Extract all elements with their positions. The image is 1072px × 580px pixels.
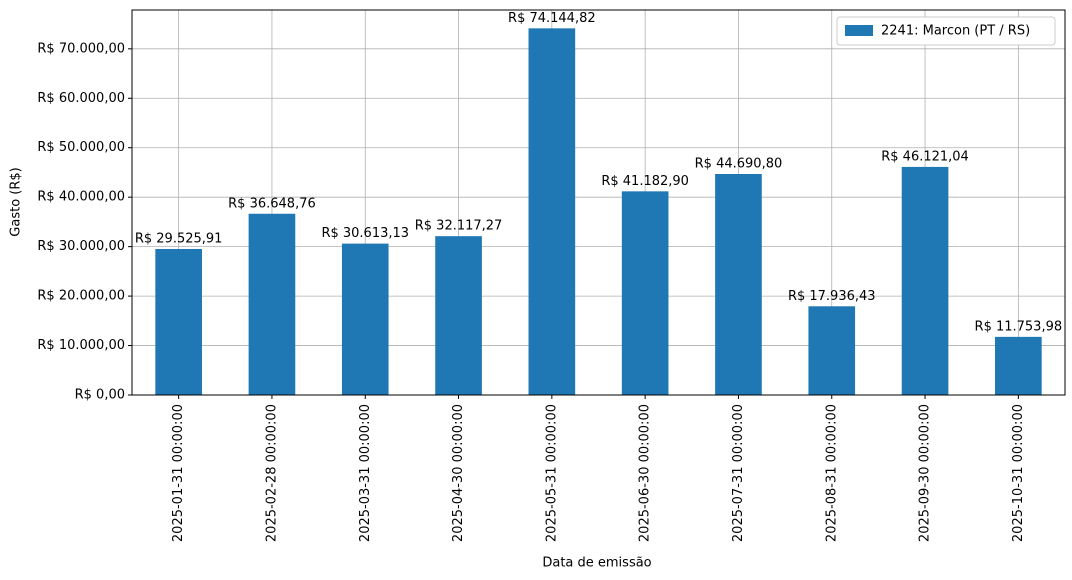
value-label: R$ 29.525,91 [135, 231, 223, 246]
bar [528, 28, 576, 396]
y-tick-label: R$ 30.000,00 [37, 239, 125, 254]
y-tick-label: R$ 70.000,00 [37, 41, 125, 56]
y-tick-label: R$ 0,00 [75, 388, 125, 403]
plot-frame [131, 9, 1066, 396]
y-tick-label: R$ 50.000,00 [37, 140, 125, 155]
value-label: R$ 11.753,98 [975, 319, 1063, 334]
value-label: R$ 44.690,80 [695, 156, 783, 171]
x-tick-label: 2025-10-31 00:00:00 [1011, 404, 1026, 542]
y-tick-label: R$ 60.000,00 [37, 91, 125, 106]
y-axis-label: Gasto (R$) [9, 167, 24, 236]
legend-label: 2241: Marcon (PT / RS) [881, 24, 1030, 39]
x-tick-label: 2025-02-28 00:00:00 [264, 404, 279, 542]
value-label: R$ 41.182,90 [601, 174, 689, 189]
value-label: R$ 74.144,82 [508, 11, 596, 26]
value-label: R$ 32.117,27 [415, 219, 503, 234]
bar [341, 243, 389, 395]
bar [155, 248, 202, 395]
bar [435, 236, 482, 395]
value-label: R$ 17.936,43 [788, 289, 876, 304]
value-label: R$ 36.648,76 [228, 196, 316, 211]
x-tick-label: 2025-09-30 00:00:00 [918, 404, 933, 542]
y-tick-label: R$ 10.000,00 [37, 338, 125, 353]
value-label: R$ 30.613,13 [321, 226, 409, 241]
y-tick-label: R$ 40.000,00 [37, 190, 125, 205]
x-tick-label: 2025-07-31 00:00:00 [731, 404, 746, 542]
bar [995, 336, 1042, 395]
x-axis-label: Data de emissão [542, 556, 651, 571]
x-tick-label: 2025-01-31 00:00:00 [171, 404, 186, 542]
legend-box [836, 16, 1056, 46]
x-tick-label: 2025-03-31 00:00:00 [358, 404, 373, 542]
bar [901, 166, 949, 395]
x-tick-label: 2025-08-31 00:00:00 [824, 404, 839, 542]
x-tick-label: 2025-05-31 00:00:00 [544, 404, 559, 542]
value-label: R$ 46.121,04 [881, 149, 969, 164]
bar [248, 213, 296, 395]
x-tick-label: 2025-06-30 00:00:00 [638, 404, 653, 542]
x-tick-label: 2025-04-30 00:00:00 [451, 404, 466, 542]
bar [621, 191, 669, 395]
legend-swatch [845, 25, 873, 36]
y-tick-label: R$ 20.000,00 [37, 289, 125, 304]
bar [715, 173, 762, 395]
bar [808, 306, 856, 395]
